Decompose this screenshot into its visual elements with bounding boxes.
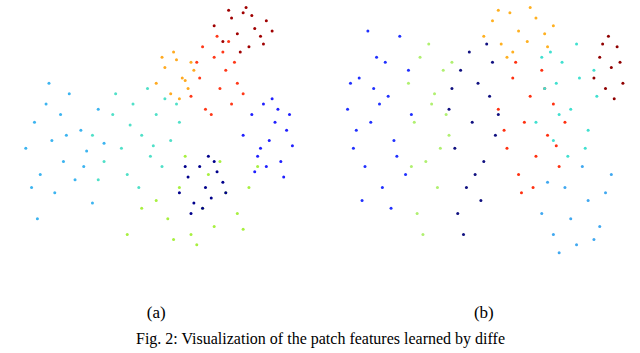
- svg-text:(b): (b): [474, 303, 494, 322]
- svg-text:Fig. 2: Visualization of the p: Fig. 2: Visualization of the patch featu…: [136, 330, 505, 348]
- svg-text:(a): (a): [147, 303, 166, 322]
